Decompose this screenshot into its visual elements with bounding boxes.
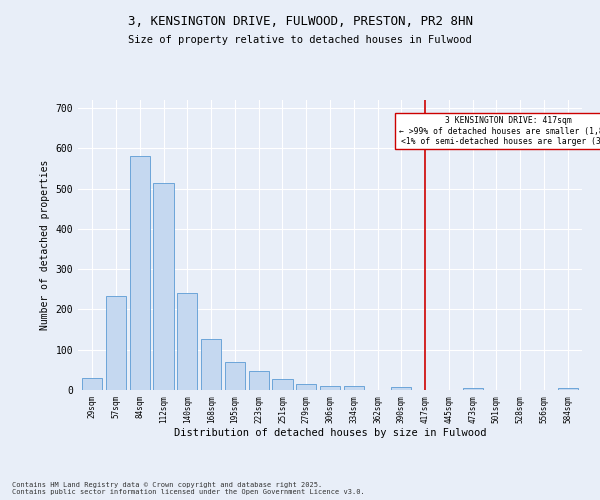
Bar xyxy=(201,339,221,390)
Text: 3 KENSINGTON DRIVE: 417sqm
← >99% of detached houses are smaller (1,876)
<1% of : 3 KENSINGTON DRIVE: 417sqm ← >99% of det… xyxy=(398,116,600,146)
Bar xyxy=(391,387,412,390)
Bar xyxy=(557,388,578,390)
Bar xyxy=(82,378,103,390)
Text: Size of property relative to detached houses in Fulwood: Size of property relative to detached ho… xyxy=(128,35,472,45)
Text: Contains HM Land Registry data © Crown copyright and database right 2025.
Contai: Contains HM Land Registry data © Crown c… xyxy=(12,482,365,495)
Bar xyxy=(296,384,316,390)
Bar xyxy=(154,182,173,390)
Bar xyxy=(344,386,364,390)
Bar xyxy=(177,293,197,390)
X-axis label: Distribution of detached houses by size in Fulwood: Distribution of detached houses by size … xyxy=(174,428,486,438)
Bar xyxy=(320,386,340,390)
Bar xyxy=(106,296,126,390)
Bar xyxy=(272,379,293,390)
Text: 3, KENSINGTON DRIVE, FULWOOD, PRESTON, PR2 8HN: 3, KENSINGTON DRIVE, FULWOOD, PRESTON, P… xyxy=(128,15,473,28)
Bar xyxy=(463,388,483,390)
Bar xyxy=(130,156,150,390)
Bar xyxy=(225,362,245,390)
Y-axis label: Number of detached properties: Number of detached properties xyxy=(40,160,50,330)
Bar xyxy=(248,372,269,390)
